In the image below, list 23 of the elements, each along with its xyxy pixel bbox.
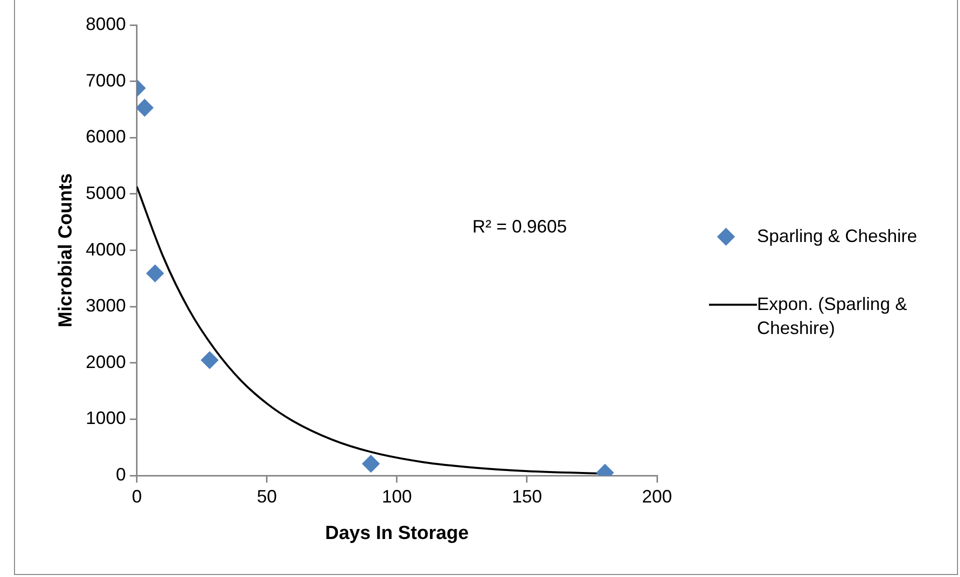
y-tick-label: 4000 xyxy=(86,239,126,260)
y-tick-label: 7000 xyxy=(86,70,126,90)
point xyxy=(136,98,154,117)
y-tick-label: 1000 xyxy=(86,408,126,428)
y-tick-label: 8000 xyxy=(86,14,126,34)
y-tick-label: 3000 xyxy=(86,296,126,316)
y-tick-label: 2000 xyxy=(86,352,126,372)
y-axis-title: Microbial Counts xyxy=(56,173,77,328)
annotation: R² = 0.9605 xyxy=(472,216,567,237)
x-tick-label: 150 xyxy=(512,486,542,506)
x-tick-label: 0 xyxy=(132,486,142,506)
point xyxy=(146,264,164,282)
point xyxy=(362,454,380,473)
legend-label: Sparling & Cheshire xyxy=(757,226,918,246)
y-tick-label: 0 xyxy=(116,464,126,485)
x-tick-label: 50 xyxy=(256,486,277,506)
x-tick-label: 200 xyxy=(642,486,672,506)
x-axis-title: Days In Storage xyxy=(325,522,469,544)
legend-label: Expon. (Sparling & Cheshire) xyxy=(757,294,908,338)
y-tick-label: 6000 xyxy=(86,126,126,147)
point xyxy=(200,351,219,370)
y-tick-label: 5000 xyxy=(86,182,126,203)
x-tick-label: 100 xyxy=(382,486,412,506)
